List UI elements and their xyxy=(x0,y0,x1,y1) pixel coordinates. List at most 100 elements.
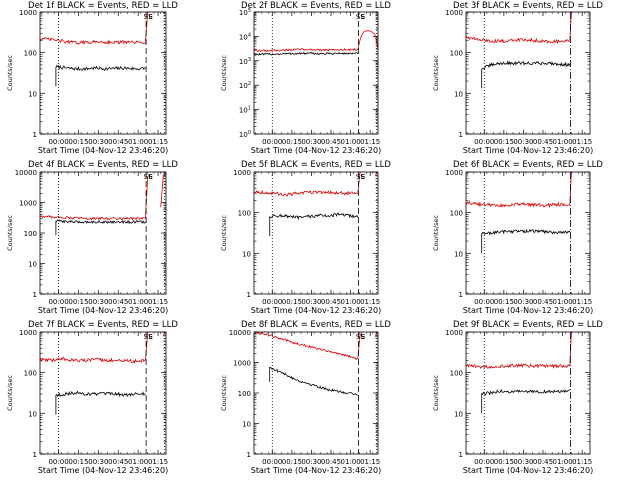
y-tick-label: 100 xyxy=(450,210,463,218)
x-tick-label: 01:15 xyxy=(360,458,380,466)
y-tick-label: 1 xyxy=(33,131,37,139)
saa-marker-label: SS xyxy=(356,173,365,181)
x-tick-label: 00:30 xyxy=(88,138,108,146)
x-tick-label: 00:15 xyxy=(282,138,302,146)
chart-title: Det 8f BLACK = Events, RED = LLD xyxy=(241,320,391,330)
series-line-events xyxy=(55,219,146,236)
x-tick-label: 00:45 xyxy=(108,298,128,306)
x-tick-label: 00:00 xyxy=(262,298,282,306)
y-tick-label: 10 xyxy=(28,410,37,418)
x-axis-label: Start Time (04-Nov-12 23:46:20) xyxy=(251,306,381,315)
x-tick-label: 00:00 xyxy=(474,298,494,306)
x-tick-label: 01:15 xyxy=(572,138,592,146)
chart-title: Det 7f BLACK = Events, RED = LLD xyxy=(28,320,178,330)
saa-marker-label: SS xyxy=(356,13,365,21)
x-tick-label: 00:45 xyxy=(533,458,553,466)
x-tick-label: 00:30 xyxy=(513,298,533,306)
chart-title: Det 4f BLACK = Events, RED = LLD xyxy=(28,160,178,170)
chart-title: Det 6f BLACK = Events, RED = LLD xyxy=(453,160,603,170)
x-axis-label: Start Time (04-Nov-12 23:46:20) xyxy=(463,306,593,315)
y-tick-label: 1 xyxy=(459,131,463,139)
x-tick-label: 00:00 xyxy=(48,298,68,306)
x-tick-label: 00:15 xyxy=(494,298,514,306)
saa-marker-label: E xyxy=(361,173,365,181)
y-tick-label: 10 xyxy=(454,90,463,98)
x-tick-label: 01:15 xyxy=(360,298,380,306)
x-tick-label: 00:15 xyxy=(68,458,88,466)
x-tick-label: 01:00 xyxy=(340,138,360,146)
plot-frame xyxy=(253,331,379,455)
saa-marker-label: SS xyxy=(144,13,153,21)
x-tick-label: 00:15 xyxy=(494,458,514,466)
chart-panel-3: Det 3f BLACK = Events, RED = LLD Counts/s… xyxy=(432,1,603,155)
y-tick-label: 104 xyxy=(239,32,251,41)
x-tick-label: 01:00 xyxy=(552,138,572,146)
x-axis-label: Start Time (04-Nov-12 23:46:20) xyxy=(38,466,168,475)
x-tick-label: 00:00 xyxy=(48,458,68,466)
x-tick-label: 00:00 xyxy=(474,458,494,466)
series-line-events xyxy=(55,390,146,415)
x-tick-label: 00:00 xyxy=(262,458,282,466)
y-axis-label: Counts/sec xyxy=(432,215,440,251)
x-tick-label: 00:00 xyxy=(474,138,494,146)
x-tick-label: 00:45 xyxy=(321,138,341,146)
series-line-lld xyxy=(253,47,358,53)
x-tick-label: 00:00 xyxy=(48,138,68,146)
x-tick-label: 00:30 xyxy=(513,458,533,466)
chart-panel-5: Det 5f BLACK = Events, RED = LLD Counts/s… xyxy=(220,160,391,315)
y-axis-label: Counts/sec xyxy=(432,55,440,91)
plot-frame xyxy=(465,171,591,295)
x-tick-label: 00:45 xyxy=(321,458,341,466)
x-axis-label: Start Time (04-Nov-12 23:46:20) xyxy=(463,466,593,475)
x-tick-label: 00:15 xyxy=(68,298,88,306)
x-tick-label: 00:45 xyxy=(321,298,341,306)
x-tick-label: 00:15 xyxy=(282,458,302,466)
y-tick-label: 10 xyxy=(454,250,463,258)
x-tick-label: 00:30 xyxy=(88,298,108,306)
series-line-lld xyxy=(39,214,146,221)
y-tick-label: 1000 xyxy=(19,329,37,337)
y-tick-label: 101 xyxy=(239,106,251,115)
y-tick-label: 1 xyxy=(33,291,37,299)
x-tick-label: 00:30 xyxy=(301,138,321,146)
y-tick-label: 100 xyxy=(450,50,463,58)
series-line-lld xyxy=(39,356,146,364)
x-axis-label: Start Time (04-Nov-12 23:46:20) xyxy=(463,146,593,155)
y-tick-label: 1000 xyxy=(445,9,463,17)
y-tick-label: 10 xyxy=(28,261,37,269)
y-tick-label: 10000 xyxy=(15,169,37,177)
y-tick-label: 100 xyxy=(238,210,251,218)
series-line-events xyxy=(481,60,571,89)
x-tick-label: 01:00 xyxy=(128,138,148,146)
chart-panel-2: Det 2f BLACK = Events, RED = LLD Counts/s… xyxy=(220,1,391,155)
chart-title: Det 2f BLACK = Events, RED = LLD xyxy=(241,1,391,11)
chart-title: Det 9f BLACK = Events, RED = LLD xyxy=(453,320,603,330)
series-line-lld xyxy=(253,331,358,361)
y-tick-label: 100 xyxy=(239,130,251,139)
series-line-events xyxy=(481,228,571,254)
x-tick-label: 00:30 xyxy=(88,458,108,466)
x-tick-label: 01:00 xyxy=(128,458,148,466)
series-line-events xyxy=(55,64,146,87)
series-line-events xyxy=(481,388,570,414)
x-tick-label: 00:15 xyxy=(68,138,88,146)
x-axis-label: Start Time (04-Nov-12 23:46:20) xyxy=(251,146,381,155)
plot-frame xyxy=(465,11,591,135)
series-line-events xyxy=(253,51,359,57)
chart-title: Det 1f BLACK = Events, RED = LLD xyxy=(28,1,178,11)
y-tick-label: 100 xyxy=(24,230,37,238)
chart-panel-9: Det 9f BLACK = Events, RED = LLD Counts/s… xyxy=(432,320,603,475)
series-line-lld xyxy=(39,37,146,46)
y-tick-label: 102 xyxy=(239,81,251,90)
x-tick-label: 01:15 xyxy=(572,458,592,466)
chart-panel-4: Det 4f BLACK = Events, RED = LLD Counts/s… xyxy=(6,160,178,315)
chart-title: Det 3f BLACK = Events, RED = LLD xyxy=(453,1,603,11)
y-tick-label: 100 xyxy=(450,370,463,378)
series-line-lld xyxy=(465,36,570,45)
y-axis-label: Counts/sec xyxy=(220,55,228,91)
x-tick-label: 00:30 xyxy=(301,458,321,466)
chart-panel-7: Det 7f BLACK = Events, RED = LLD Counts/s… xyxy=(6,320,178,475)
plot-frame xyxy=(253,11,379,135)
y-tick-label: 105 xyxy=(239,8,251,17)
